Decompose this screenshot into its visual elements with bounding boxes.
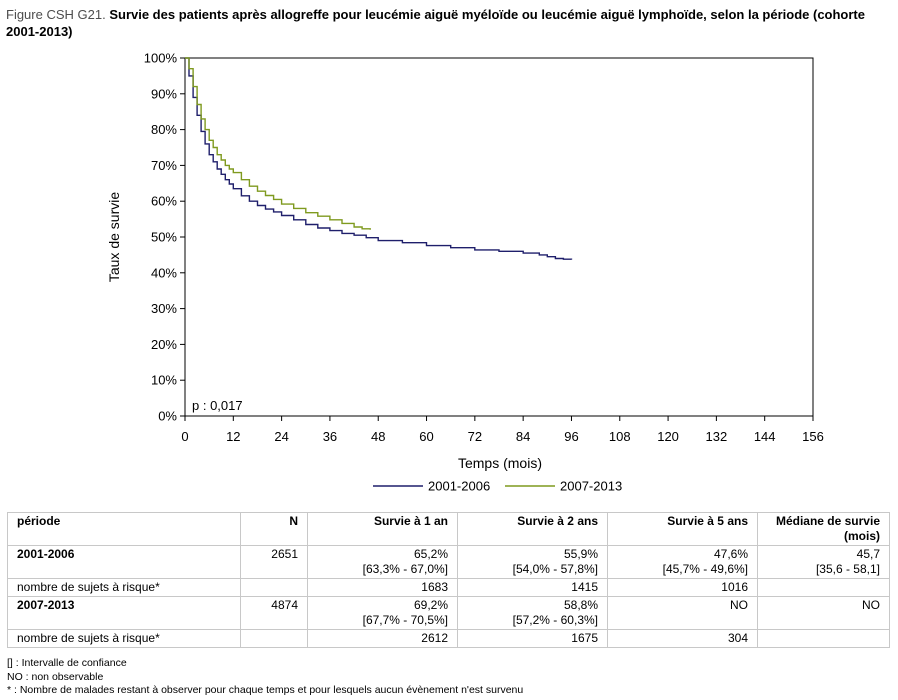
- series-line-2001-2006: [185, 57, 573, 260]
- y-tick-label: 60%: [151, 194, 177, 209]
- cell-periode: 2007-2013: [7, 596, 241, 630]
- y-tick-label: 20%: [151, 337, 177, 352]
- cell-mediane: 45,7 [35,6 - 58,1]: [757, 545, 890, 579]
- y-tick-label: 40%: [151, 265, 177, 280]
- table-header-row: période N Survie à 1 an Survie à 2 ans S…: [7, 512, 890, 546]
- confidence-interval: [67,7% - 70,5%]: [362, 613, 448, 627]
- cell-n: 2651: [240, 545, 308, 579]
- x-tick-label: 72: [468, 429, 482, 444]
- y-axis: 0% 10% 20% 30% 40% 50% 60% 70% 80% 90% 100%: [144, 51, 185, 424]
- cell-n: 4874: [240, 596, 308, 630]
- y-tick-label: 70%: [151, 158, 177, 173]
- cell-survie-2ans: 55,9% [54,0% - 57,8%]: [457, 545, 608, 579]
- x-tick-label: 12: [226, 429, 240, 444]
- p-value-annotation: p : 0,017: [192, 398, 243, 413]
- x-tick-label: 144: [754, 429, 776, 444]
- y-tick-label: 100%: [144, 51, 178, 66]
- table-row: 2007-2013 4874 69,2% [67,7% - 70,5%] 58,8…: [7, 596, 890, 630]
- x-tick-label: 24: [274, 429, 288, 444]
- cell-survie-1an: 65,2% [63,3% - 67,0%]: [307, 545, 458, 579]
- cell-survie-1an: 69,2% [67,7% - 70,5%]: [307, 596, 458, 630]
- cell-periode: 2001-2006: [7, 545, 241, 579]
- series-lines: [185, 57, 573, 260]
- x-tick-label: 84: [516, 429, 530, 444]
- legend-label-2001-2006: 2001-2006: [428, 479, 490, 494]
- cell-mediane: [757, 578, 890, 597]
- confidence-interval: [63,3% - 67,0%]: [362, 562, 448, 576]
- plot-frame: [184, 57, 814, 417]
- cell-periode: nombre de sujets à risque*: [7, 629, 241, 648]
- cell-survie-1an: 2612: [307, 629, 458, 648]
- col-header-survie-2ans: Survie à 2 ans: [457, 512, 608, 546]
- cell-survie-2ans: 1415: [457, 578, 608, 597]
- x-tick-label: 60: [419, 429, 433, 444]
- confidence-interval: [35,6 - 58,1]: [815, 562, 880, 576]
- col-header-survie-1an: Survie à 1 an: [307, 512, 458, 546]
- confidence-interval: [57,2% - 60,3%]: [512, 613, 598, 627]
- confidence-interval: [54,0% - 57,8%]: [512, 562, 598, 576]
- cell-survie-5ans: 47,6% [45,7% - 49,6%]: [607, 545, 758, 579]
- y-axis-label: Taux de survie: [106, 192, 122, 282]
- x-tick-label: 108: [609, 429, 631, 444]
- cell-survie-5ans: NO: [607, 596, 758, 630]
- cell-survie-2ans: 1675: [457, 629, 608, 648]
- cell-survie-5ans: 304: [607, 629, 758, 648]
- col-header-survie-5ans: Survie à 5 ans: [607, 512, 758, 546]
- value: 47,6%: [713, 547, 748, 561]
- y-tick-label: 50%: [151, 230, 177, 245]
- figure-title: Figure CSH G21. Survie des patients aprè…: [6, 6, 886, 40]
- value: NO: [730, 598, 748, 612]
- footnote: [] : Intervalle de confiance: [7, 657, 127, 669]
- x-tick-label: 156: [802, 429, 824, 444]
- value: NO: [862, 598, 880, 612]
- y-tick-label: 0%: [158, 409, 177, 424]
- series-line-2007-2013: [185, 57, 371, 230]
- cell-n: [240, 629, 308, 648]
- x-tick-label: 48: [371, 429, 385, 444]
- value: 58,8%: [563, 598, 598, 612]
- survival-table: période N Survie à 1 an Survie à 2 ans S…: [7, 512, 890, 648]
- x-tick-label: 120: [657, 429, 679, 444]
- x-tick-label: 96: [564, 429, 578, 444]
- footnote: * : Nombre de malades restant à observer…: [7, 684, 524, 696]
- x-axis: 0 12 24 36 48 60 72 84 96 108 120 132 144 156: [181, 416, 824, 444]
- y-tick-label: 10%: [151, 373, 177, 388]
- footnotes: [] : Intervalle de confiance NO : non ob…: [7, 657, 523, 698]
- y-tick-label: 80%: [151, 122, 177, 137]
- x-axis-label: Temps (mois): [458, 455, 542, 471]
- table-row: nombre de sujets à risque* 1683 1415 101…: [7, 578, 890, 597]
- col-header-n: N: [240, 512, 308, 546]
- value: 65,2%: [413, 547, 448, 561]
- footnote: NO : non observable: [7, 670, 104, 683]
- cell-n: [240, 578, 308, 597]
- value: 45,7: [856, 547, 880, 561]
- x-tick-label: 0: [181, 429, 188, 444]
- cell-survie-5ans: 1016: [607, 578, 758, 597]
- confidence-interval: [45,7% - 49,6%]: [662, 562, 748, 576]
- value: 69,2%: [413, 598, 448, 612]
- survival-chart: 0% 10% 20% 30% 40% 50% 60% 70% 80% 90% 100% 0 12 24 3…: [106, 51, 824, 494]
- table-row: 2001-2006 2651 65,2% [63,3% - 67,0%] 55,9…: [7, 545, 890, 579]
- legend: 2001-2006 2007-2013: [373, 479, 622, 494]
- value: 55,9%: [563, 547, 598, 561]
- cell-survie-1an: 1683: [307, 578, 458, 597]
- table-row: nombre de sujets à risque* 2612 1675 304: [7, 629, 890, 648]
- cell-survie-2ans: 58,8% [57,2% - 60,3%]: [457, 596, 608, 630]
- figure-label: Figure CSH G21.: [6, 7, 106, 22]
- cell-periode: nombre de sujets à risque*: [7, 578, 241, 597]
- cell-mediane: [757, 629, 890, 648]
- x-tick-label: 132: [706, 429, 728, 444]
- col-header-mediane: Médiane de survie (mois): [757, 512, 890, 546]
- cell-mediane: NO: [757, 596, 890, 630]
- y-tick-label: 90%: [151, 86, 177, 101]
- y-tick-label: 30%: [151, 301, 177, 316]
- x-tick-label: 36: [323, 429, 337, 444]
- legend-label-2007-2013: 2007-2013: [560, 479, 622, 494]
- figure-title-text: Survie des patients après allogreffe pou…: [6, 7, 865, 39]
- col-header-periode: période: [7, 512, 241, 546]
